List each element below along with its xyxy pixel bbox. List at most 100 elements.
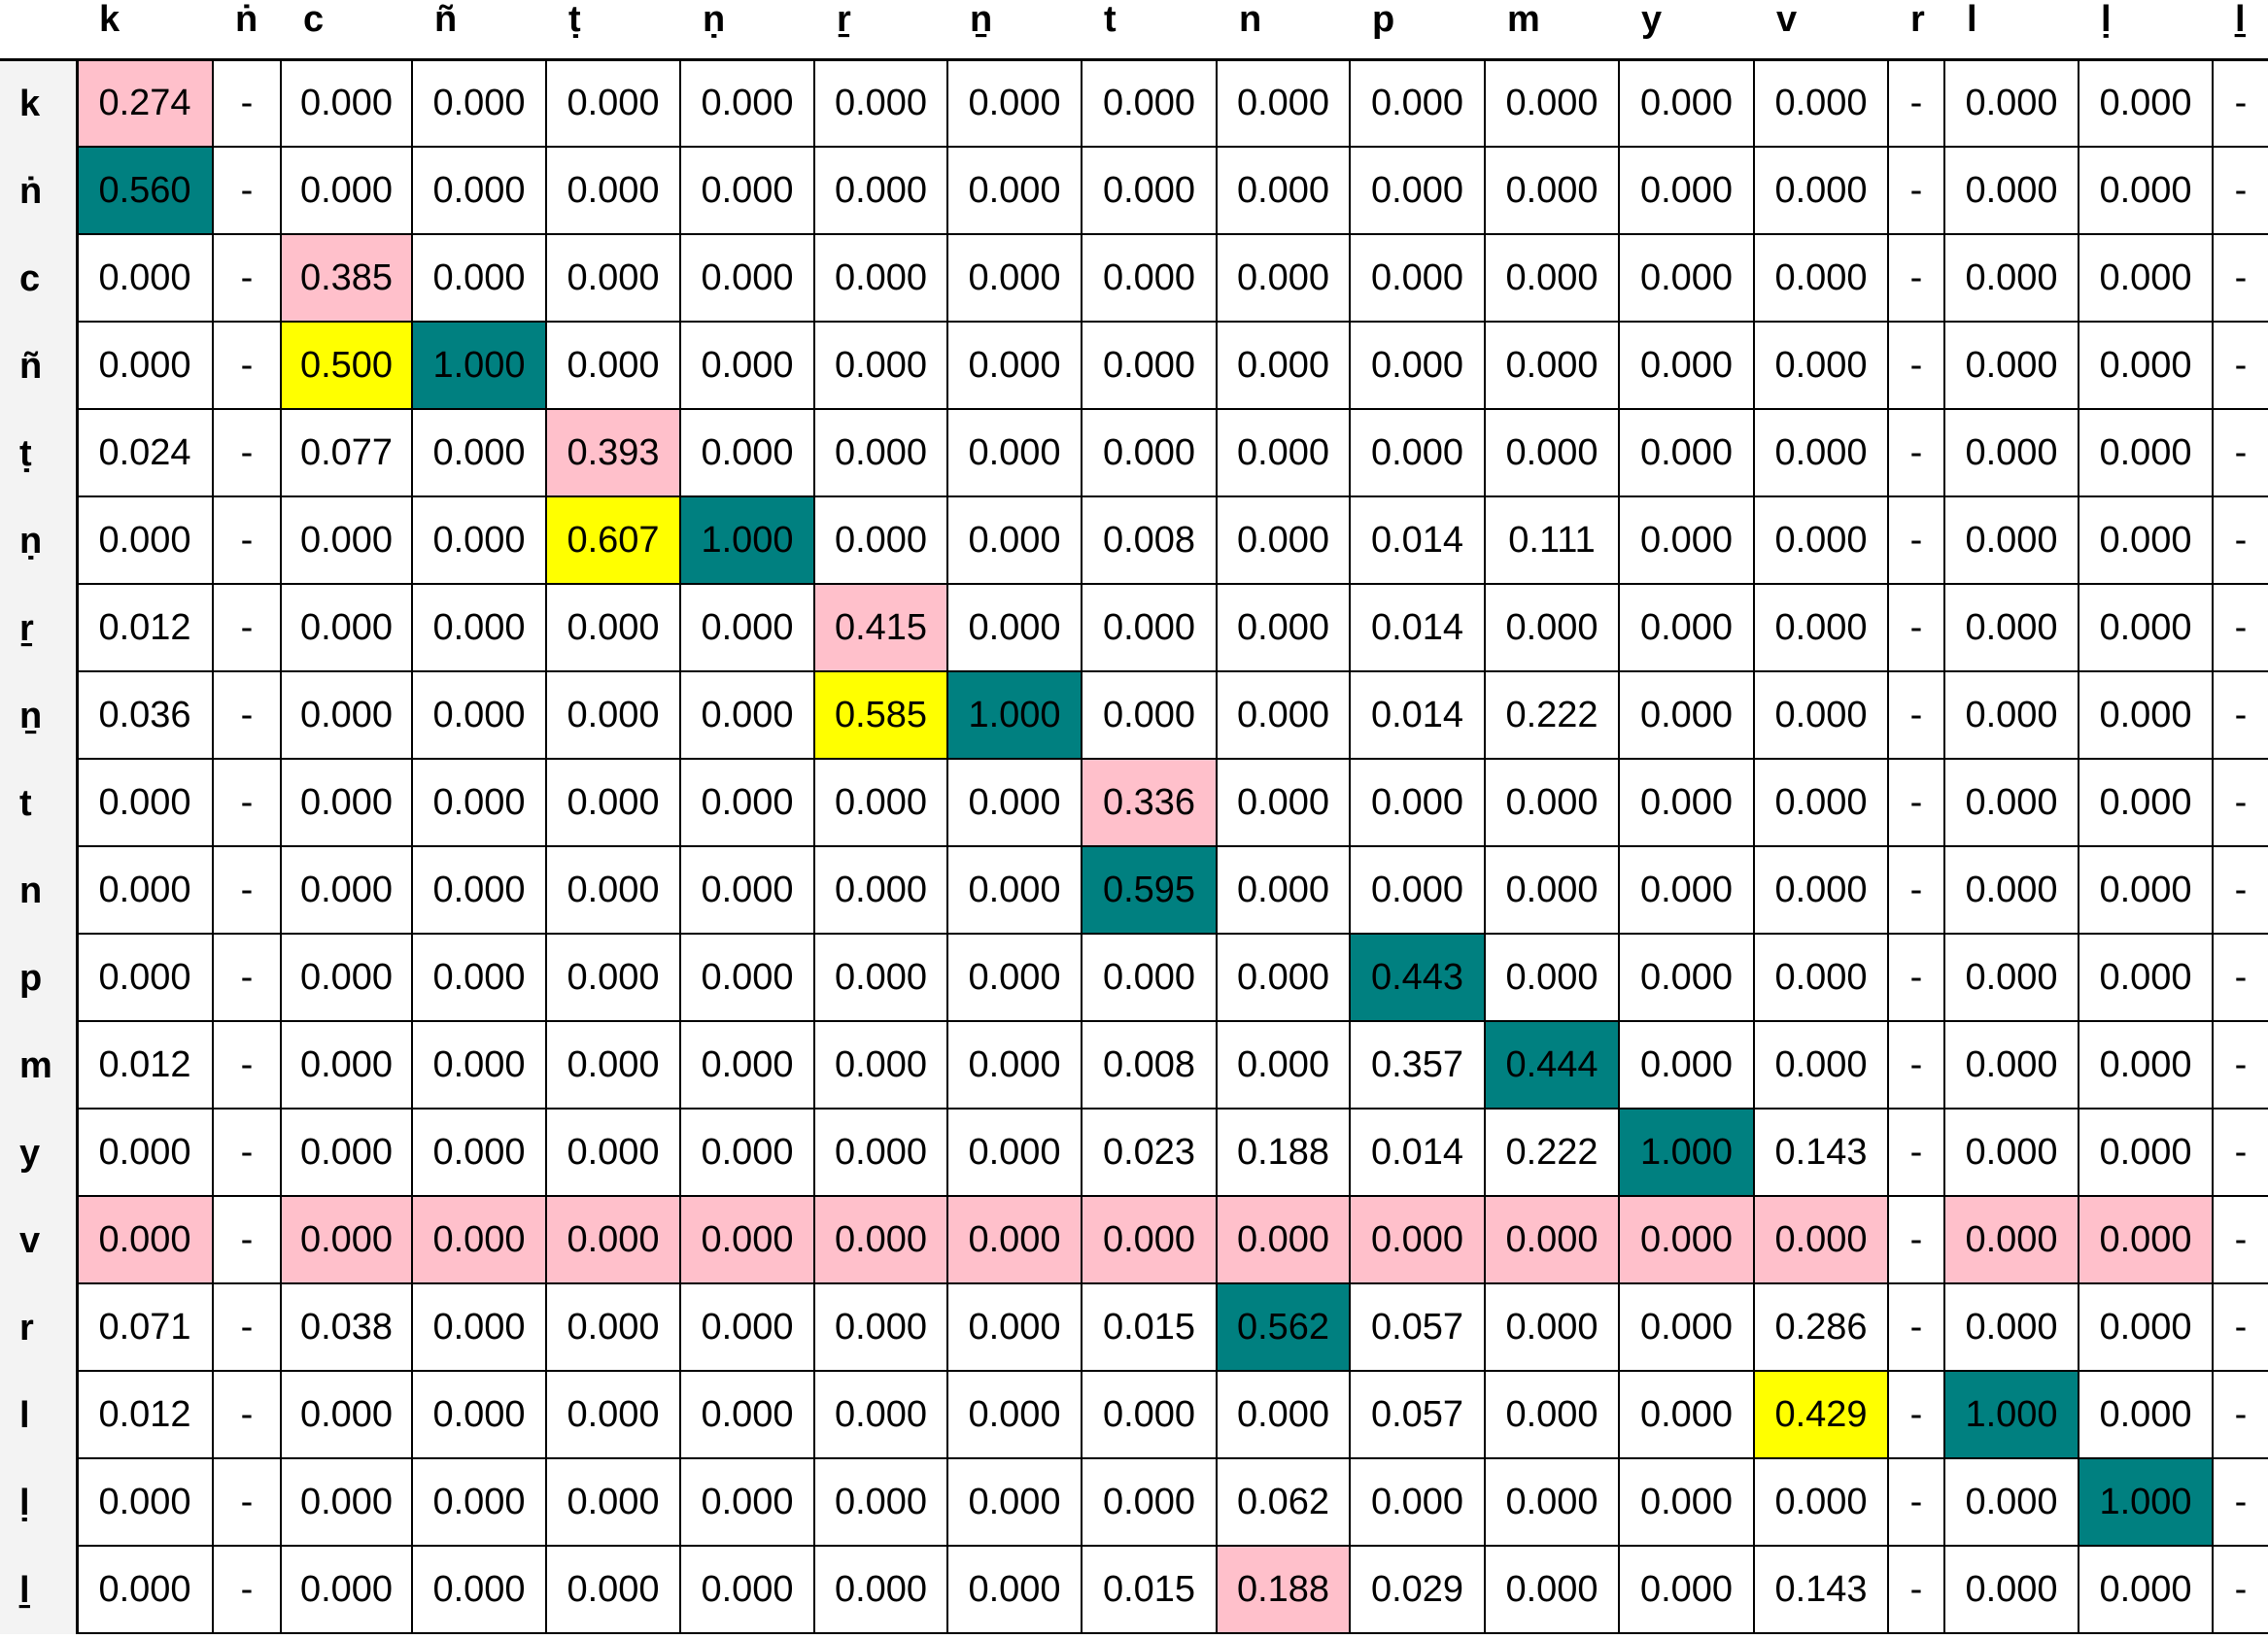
- column-header: t: [1104, 0, 1117, 40]
- table-cell: 0.012: [78, 1022, 214, 1110]
- table-cell: 0.000: [815, 235, 948, 323]
- table-cell: 0.000: [1486, 935, 1620, 1022]
- row-header: t: [0, 760, 78, 847]
- table-cell: 0.000: [1082, 1372, 1218, 1459]
- table-cell: -: [214, 935, 282, 1022]
- table-cell: 0.000: [1620, 1022, 1755, 1110]
- table-cell: 0.000: [78, 1110, 214, 1197]
- table-cell: -: [1889, 672, 1945, 760]
- table-cell: 0.000: [413, 585, 547, 672]
- table-cell: 0.000: [413, 1197, 547, 1284]
- table-cell: 0.000: [413, 1372, 547, 1459]
- table-cell: 0.000: [1082, 235, 1218, 323]
- table-cell: 0.000: [282, 1022, 413, 1110]
- table-cell: 0.000: [413, 1110, 547, 1197]
- table-cell: 0.000: [1945, 323, 2079, 410]
- table-cell: 0.000: [1945, 1547, 2079, 1634]
- column-header: ṉ: [970, 0, 993, 40]
- table-cell: 0.000: [1082, 410, 1218, 497]
- table-cell: 0.000: [1486, 410, 1620, 497]
- table-cell: 0.415: [815, 585, 948, 672]
- column-header: y: [1641, 0, 1663, 40]
- table-cell: 0.000: [1218, 935, 1351, 1022]
- table-cell: 0.000: [547, 585, 681, 672]
- table-cell: 0.222: [1486, 672, 1620, 760]
- table-cell: 0.000: [413, 672, 547, 760]
- table-cell: 0.057: [1351, 1284, 1486, 1372]
- row-header: p: [0, 935, 78, 1022]
- table-cell: 0.012: [78, 585, 214, 672]
- table-cell: 0.000: [815, 935, 948, 1022]
- column-header: v: [1776, 0, 1798, 40]
- table-cell: 0.000: [1351, 148, 1486, 235]
- table-cell: 0.000: [282, 585, 413, 672]
- table-cell: 0.000: [1945, 585, 2079, 672]
- table-cell: 0.057: [1351, 1372, 1486, 1459]
- table-cell: 0.000: [547, 1372, 681, 1459]
- table-cell: 0.000: [1945, 235, 2079, 323]
- table-cell: 0.000: [681, 935, 815, 1022]
- table-cell: -: [1889, 60, 1945, 148]
- table-cell: 0.015: [1082, 1547, 1218, 1634]
- table-cell: 0.000: [1486, 585, 1620, 672]
- table-cell: 0.000: [413, 235, 547, 323]
- table-cell: 0.393: [547, 410, 681, 497]
- table-cell: 0.000: [1218, 760, 1351, 847]
- table-cell: 0.000: [948, 235, 1082, 323]
- table-cell: -: [214, 235, 282, 323]
- table-cell: 0.000: [815, 1284, 948, 1372]
- table-cell: 0.000: [547, 1284, 681, 1372]
- table-cell: 0.000: [1620, 1547, 1755, 1634]
- table-left-border: [76, 58, 79, 1634]
- table-cell: 0.000: [815, 410, 948, 497]
- table-cell: 0.000: [1620, 1284, 1755, 1372]
- column-header: ḻ: [2235, 0, 2246, 40]
- row-header: r: [0, 1284, 78, 1372]
- table-cell: 0.000: [1486, 1459, 1620, 1547]
- row-header: c: [0, 235, 78, 323]
- table-cell: 0.000: [547, 1022, 681, 1110]
- table-cell: 0.000: [948, 1197, 1082, 1284]
- table-cell: 0.000: [1620, 760, 1755, 847]
- table-cell: 0.000: [547, 1110, 681, 1197]
- table-cell: -: [214, 760, 282, 847]
- table-cell: 0.000: [1755, 585, 1889, 672]
- table-cell: 0.188: [1218, 1547, 1351, 1634]
- table-cell: 0.000: [815, 60, 948, 148]
- row-header: ñ: [0, 323, 78, 410]
- table-cell: 0.000: [547, 1547, 681, 1634]
- table-cell: 0.607: [547, 497, 681, 585]
- column-header: c: [303, 0, 325, 40]
- table-cell: 0.357: [1351, 1022, 1486, 1110]
- table-cell: -: [2214, 1547, 2268, 1634]
- table-cell: 0.000: [2079, 1284, 2214, 1372]
- table-cell: 0.000: [1218, 672, 1351, 760]
- table-cell: 0.000: [681, 1022, 815, 1110]
- table-cell: 0.000: [1620, 1459, 1755, 1547]
- table-cell: 0.000: [2079, 323, 2214, 410]
- row-header: m: [0, 1022, 78, 1110]
- row-header: ḻ: [0, 1547, 78, 1634]
- table-cell: -: [214, 1459, 282, 1547]
- table-cell: 0.000: [948, 410, 1082, 497]
- table-cell: 0.000: [1755, 60, 1889, 148]
- table-cell: -: [2214, 60, 2268, 148]
- table-cell: 0.000: [282, 1197, 413, 1284]
- table-cell: 1.000: [948, 672, 1082, 760]
- table-cell: 0.000: [78, 1197, 214, 1284]
- table-cell: 0.000: [1755, 1197, 1889, 1284]
- table-cell: 0.000: [282, 60, 413, 148]
- column-header: ṅ: [235, 0, 258, 40]
- table-cell: 0.000: [1218, 847, 1351, 935]
- table-cell: -: [214, 1022, 282, 1110]
- table-cell: 0.000: [78, 1459, 214, 1547]
- table-cell: 0.000: [1755, 1459, 1889, 1547]
- table-cell: 0.000: [948, 1547, 1082, 1634]
- table-cell: 0.000: [1351, 60, 1486, 148]
- table-cell: 0.000: [1218, 585, 1351, 672]
- table-cell: 0.000: [1486, 323, 1620, 410]
- table-cell: -: [214, 148, 282, 235]
- table-cell: -: [2214, 585, 2268, 672]
- table-cell: 0.000: [681, 410, 815, 497]
